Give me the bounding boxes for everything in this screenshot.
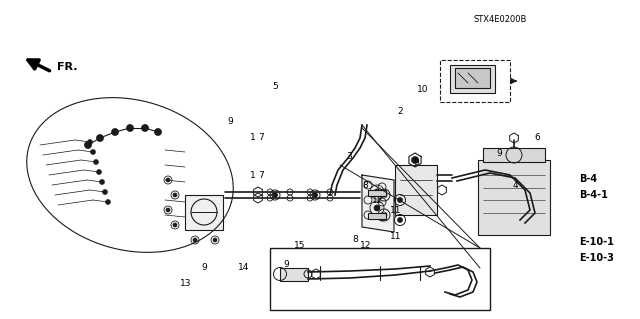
Text: 7: 7 xyxy=(259,171,264,180)
Circle shape xyxy=(106,199,111,204)
Text: 12: 12 xyxy=(372,197,383,205)
Circle shape xyxy=(97,169,102,174)
Circle shape xyxy=(99,180,104,184)
Text: B-4-1: B-4-1 xyxy=(579,189,608,200)
Bar xyxy=(440,60,510,102)
Circle shape xyxy=(374,189,380,195)
Circle shape xyxy=(397,197,403,203)
Text: 11: 11 xyxy=(390,206,401,215)
Text: 1: 1 xyxy=(250,171,255,180)
Bar xyxy=(478,160,550,235)
Text: 9: 9 xyxy=(413,158,419,167)
Circle shape xyxy=(90,150,95,154)
Text: B-4: B-4 xyxy=(579,174,597,184)
Text: 14: 14 xyxy=(237,263,249,272)
Text: STX4E0200B: STX4E0200B xyxy=(474,16,527,25)
Text: 9: 9 xyxy=(284,260,289,269)
Text: 10: 10 xyxy=(417,85,428,94)
Text: 3: 3 xyxy=(346,152,351,161)
Circle shape xyxy=(102,189,108,195)
Circle shape xyxy=(213,238,217,242)
Text: 15: 15 xyxy=(294,241,305,250)
Bar xyxy=(483,148,545,162)
Bar xyxy=(368,213,386,219)
Bar xyxy=(450,65,495,93)
Circle shape xyxy=(166,178,170,182)
Circle shape xyxy=(127,124,134,131)
Text: 12: 12 xyxy=(360,241,372,250)
Circle shape xyxy=(84,142,92,149)
Circle shape xyxy=(111,129,118,136)
Circle shape xyxy=(173,193,177,197)
Text: 6: 6 xyxy=(535,133,540,142)
Circle shape xyxy=(312,192,317,197)
Text: 8: 8 xyxy=(362,181,367,189)
Text: 8: 8 xyxy=(353,235,358,244)
Text: 9: 9 xyxy=(202,263,207,272)
Text: 4: 4 xyxy=(513,181,518,189)
Circle shape xyxy=(374,205,380,211)
Polygon shape xyxy=(362,175,394,232)
Circle shape xyxy=(397,218,403,222)
Text: 7: 7 xyxy=(259,133,264,142)
Text: E-10-3: E-10-3 xyxy=(579,253,614,263)
Circle shape xyxy=(97,135,104,142)
Bar xyxy=(270,248,490,310)
Bar xyxy=(455,68,490,88)
Text: 1: 1 xyxy=(250,133,255,142)
Circle shape xyxy=(193,238,197,242)
Text: 5: 5 xyxy=(273,82,278,91)
Circle shape xyxy=(173,223,177,227)
Bar xyxy=(185,195,223,230)
Circle shape xyxy=(166,208,170,212)
Text: 9: 9 xyxy=(497,149,502,158)
Circle shape xyxy=(412,157,419,164)
Bar xyxy=(280,268,308,281)
Bar xyxy=(368,190,386,196)
Circle shape xyxy=(273,192,278,197)
Text: FR.: FR. xyxy=(57,62,77,72)
Text: 9: 9 xyxy=(228,117,233,126)
Text: 11: 11 xyxy=(390,232,401,241)
Text: E-10-1: E-10-1 xyxy=(579,237,614,248)
Text: 13: 13 xyxy=(180,279,191,288)
Circle shape xyxy=(88,139,93,145)
Circle shape xyxy=(154,129,161,136)
Text: 2: 2 xyxy=(397,107,403,116)
Bar xyxy=(395,165,437,215)
Circle shape xyxy=(93,160,99,165)
Circle shape xyxy=(141,124,148,131)
